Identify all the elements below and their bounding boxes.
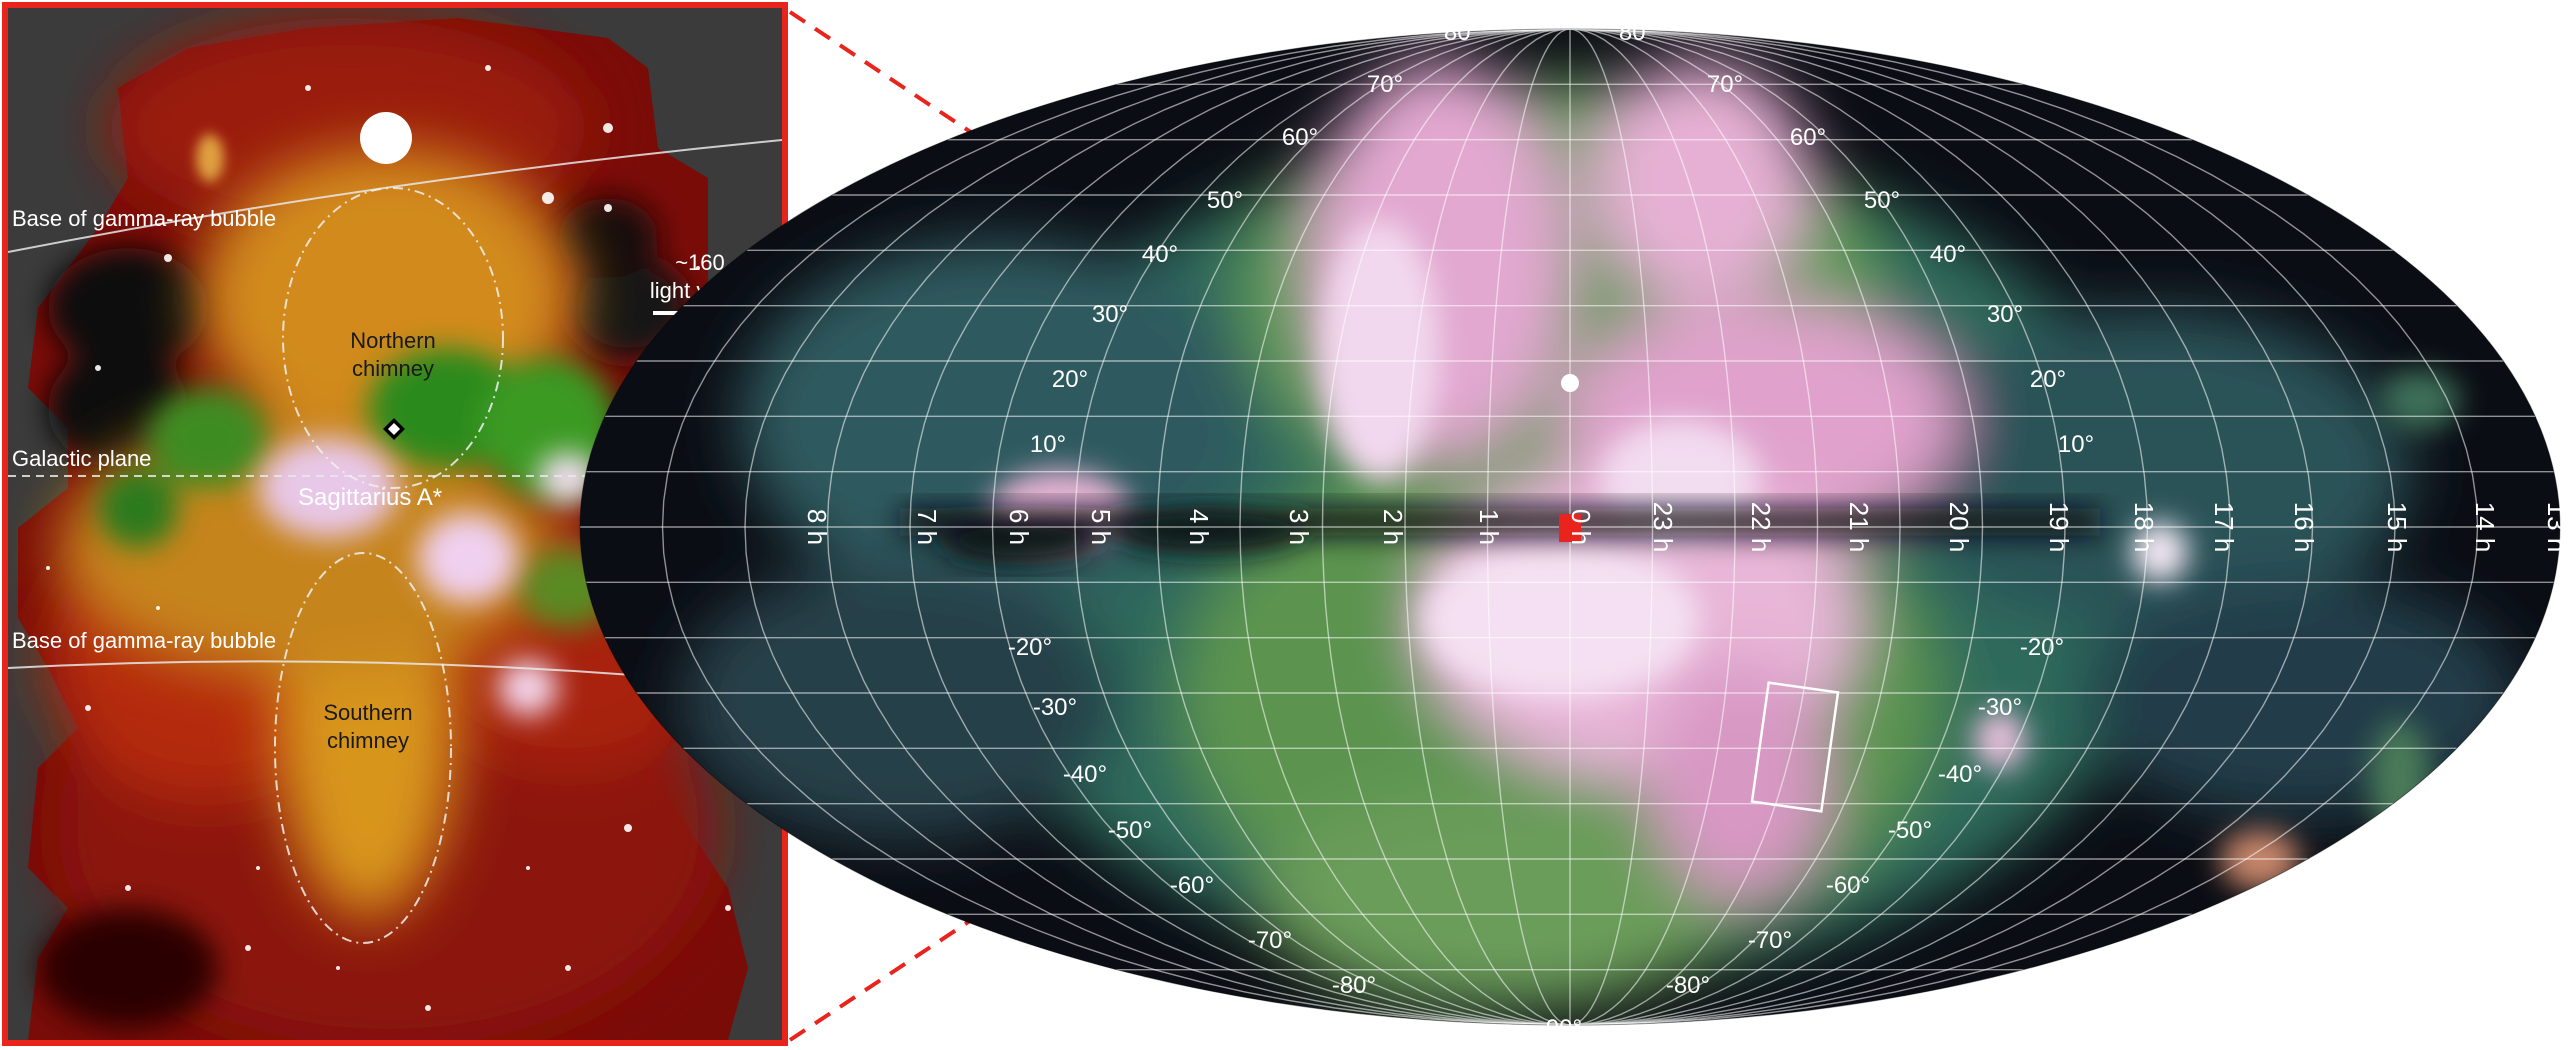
- latitude-label-right: 30°: [1987, 301, 2023, 328]
- latitude-label-right: -80°: [1666, 972, 1710, 999]
- label-base-bubble-top: Base of gamma-ray bubble: [12, 206, 276, 231]
- southern-chimney-outline: [274, 552, 452, 944]
- label-scale-1: ~160: [675, 250, 725, 275]
- latitude-label-right: -30°: [1978, 694, 2022, 721]
- hour-label: 0 h: [1566, 509, 1596, 545]
- bright-source-marker: [1561, 374, 1579, 392]
- northern-chimney-outline: [282, 187, 504, 489]
- latitude-label-left: 80°: [1444, 19, 1480, 46]
- latitude-label-left: 70°: [1367, 71, 1403, 98]
- latitude-label-left: -20°: [1008, 634, 1052, 661]
- latitude-label-right: -40°: [1938, 761, 1982, 788]
- label-base-bubble-bottom: Base of gamma-ray bubble: [12, 628, 276, 653]
- map-outline: [579, 28, 2561, 1026]
- latitude-label-right: 70°: [1707, 71, 1743, 98]
- latitude-label-right: 10°: [2058, 431, 2094, 458]
- latitude-label-right: -70°: [1748, 927, 1792, 954]
- latitude-label-left: -70°: [1248, 927, 1292, 954]
- hour-label: 20 h: [1944, 502, 1974, 553]
- hour-label: 3 h: [1284, 509, 1314, 545]
- hour-label: 4 h: [1184, 509, 1214, 545]
- hour-label: 8 h: [802, 509, 832, 545]
- latitude-label-left: 40°: [1142, 241, 1178, 268]
- latitude-label-left: -80°: [1332, 972, 1376, 999]
- label-sagittarius: Sagittarius A*: [298, 484, 442, 511]
- hour-label: 1 h: [1474, 509, 1504, 545]
- hour-label: 16 h: [2289, 502, 2319, 553]
- latitude-label-left: -30°: [1033, 694, 1077, 721]
- galactic-center-inset: Base of gamma-ray bubble Base of gamma-r…: [2, 2, 788, 1046]
- latitude-label-left: -60°: [1170, 872, 1214, 899]
- hour-label: 21 h: [1844, 502, 1874, 553]
- latitude-label-left: -40°: [1063, 761, 1107, 788]
- latitude-label-right: -20°: [2020, 634, 2064, 661]
- latitude-label-right: 40°: [1930, 241, 1966, 268]
- label-galactic-plane: Galactic plane: [12, 446, 151, 471]
- hour-label: 2 h: [1378, 509, 1408, 545]
- latitude-labels: 85°80°70°60°50°40°30°20°10°-20°-30°-40°-…: [1008, 7, 2094, 1042]
- hour-label: 18 h: [2129, 502, 2159, 553]
- latitude-label-right: 20°: [2030, 366, 2066, 393]
- hour-labels: 8 h 7 h 6 h 5 h 4 h 3 h 2 h 1 h 0 h 23 h 22 h 21 h 2…: [802, 502, 2569, 553]
- label-northern-chimney-1: Northern: [350, 328, 436, 353]
- latitude-label-right: 85: [1575, 7, 1602, 34]
- latitude-label-left: -90°: [1538, 1015, 1582, 1042]
- label-northern-chimney-2: chimney: [352, 356, 434, 381]
- label-southern-chimney-1: Southern: [323, 700, 412, 725]
- latitude-label-right: 60°: [1790, 124, 1826, 151]
- latitude-label-right: -60°: [1826, 872, 1870, 899]
- latitude-label-left: 85°: [1486, 7, 1522, 34]
- hour-label: 23 h: [1648, 502, 1678, 553]
- hour-label: 5 h: [1086, 509, 1116, 545]
- latitude-label-left: 20°: [1052, 366, 1088, 393]
- latitude-label-left: 30°: [1092, 301, 1128, 328]
- latitude-label-left: 10°: [1030, 431, 1066, 458]
- coordinate-grid: [580, 29, 2560, 1025]
- latitude-label-left: 60°: [1282, 124, 1318, 151]
- hour-label: 22 h: [1746, 502, 1776, 553]
- bubble-base-line-top: [8, 139, 782, 253]
- latitude-label-left: 50°: [1207, 187, 1243, 214]
- sagittarius-marker: [383, 418, 405, 440]
- hour-label: 17 h: [2209, 502, 2239, 553]
- hour-label: 14 h: [2470, 502, 2500, 553]
- hour-label: 7 h: [912, 509, 942, 545]
- hour-label: 19 h: [2044, 502, 2074, 553]
- hour-label: 6 h: [1004, 509, 1034, 545]
- latitude-label-right: 50°: [1864, 187, 1900, 214]
- galactic-center-marker: [1559, 514, 1581, 542]
- region-box: [1750, 681, 1840, 813]
- label-southern-chimney-2: chimney: [327, 728, 409, 753]
- latitude-label-left: -50°: [1108, 817, 1152, 844]
- inset-image: Base of gamma-ray bubble Base of gamma-r…: [8, 8, 782, 1040]
- hour-label: 13 h: [2542, 502, 2569, 553]
- latitude-label-right: 80°: [1619, 19, 1655, 46]
- latitude-label-right: -50°: [1888, 817, 1932, 844]
- hour-label: 15 h: [2382, 502, 2412, 553]
